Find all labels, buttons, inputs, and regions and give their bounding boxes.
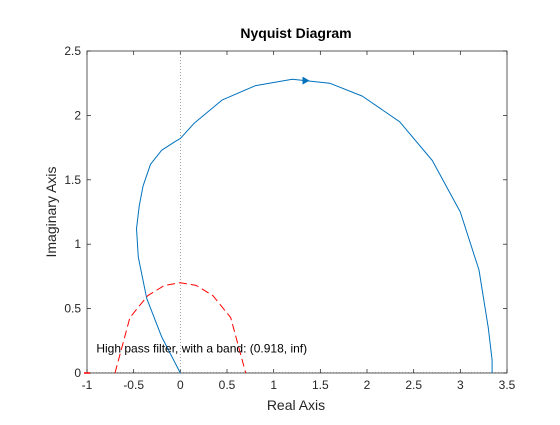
- x-tick-label: 2: [364, 378, 371, 392]
- plot-lines: [84, 51, 507, 374]
- x-tick-label: -1: [82, 378, 93, 392]
- direction-arrow-marker: [302, 76, 310, 85]
- x-tick-label: 1: [270, 378, 277, 392]
- dashed-series-line: [114, 282, 247, 374]
- y-tick-label: 1: [74, 237, 81, 251]
- x-tick-label: 3: [457, 378, 464, 392]
- annotation-text: High pass filter, with a band: (0.918, i…: [96, 341, 307, 355]
- y-tick-label: 2: [74, 108, 81, 122]
- y-tick-label: 0: [74, 366, 81, 380]
- x-ticks: -1 -0.5 0 0.5 1 1.5 2 2.5 3 3.5: [82, 51, 516, 392]
- chart-title: Nyquist Diagram: [240, 25, 351, 41]
- y-tick-label: 2.5: [64, 44, 81, 58]
- x-axis-label: Real Axis: [267, 397, 325, 413]
- x-tick-label: 3.5: [499, 378, 516, 392]
- x-tick-label: -0.5: [123, 378, 144, 392]
- x-tick-label: 2.5: [405, 378, 422, 392]
- y-axis-label: Imaginary Axis: [43, 166, 59, 257]
- y-ticks: 0 0.5 1 1.5 2 2.5: [64, 44, 507, 380]
- plot-area-frame: [86, 50, 508, 374]
- nyquist-curve-line: [136, 78, 493, 374]
- x-tick-label: 0: [177, 378, 184, 392]
- x-tick-label: 0.5: [219, 378, 236, 392]
- x-tick-label: 1.5: [312, 378, 329, 392]
- y-tick-label: 1.5: [64, 173, 81, 187]
- y-tick-label: 0.5: [64, 302, 81, 316]
